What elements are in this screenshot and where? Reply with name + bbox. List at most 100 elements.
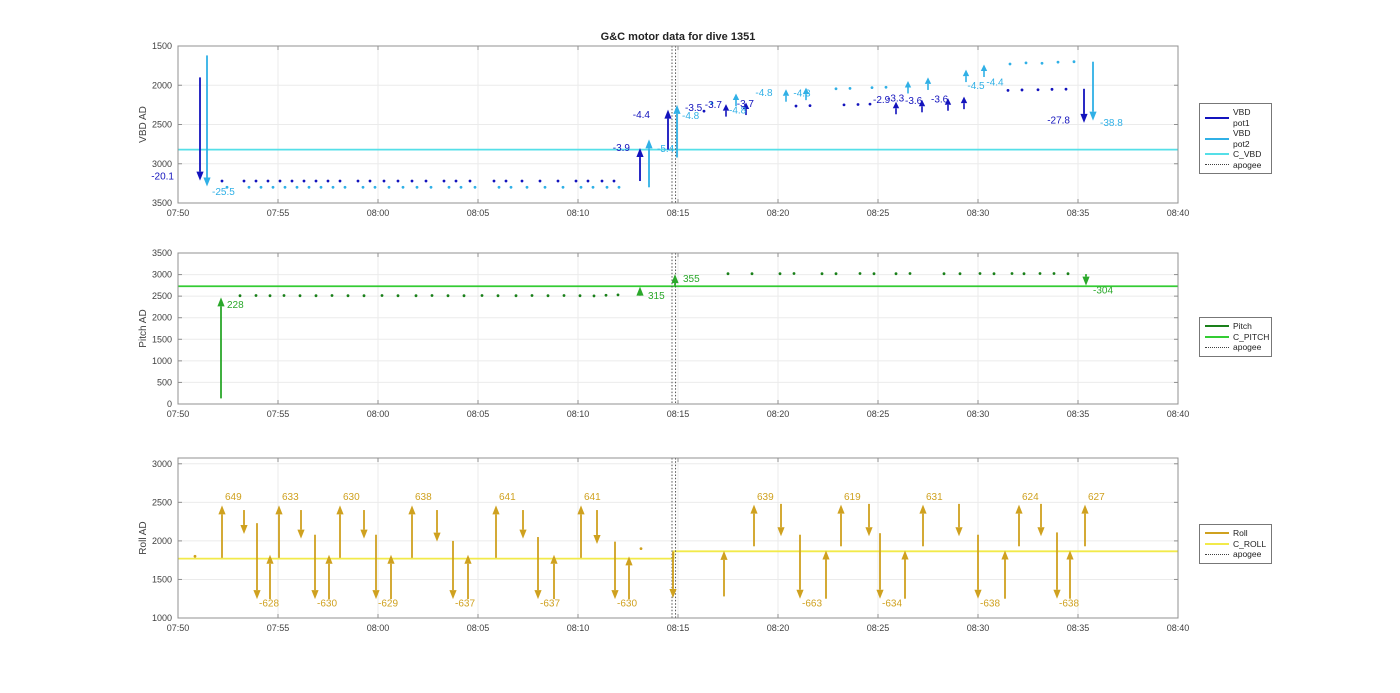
svg-text:08:35: 08:35 xyxy=(1067,409,1090,419)
figure-title: G&C motor data for dive 1351 xyxy=(600,31,756,43)
legend-label: VBD pot2 xyxy=(1233,128,1251,149)
series-pitch-pre-apogee xyxy=(238,293,620,298)
annotations: 228 315 355 -304 xyxy=(227,274,1113,311)
legend-label: C_ROLL xyxy=(1233,538,1267,549)
series-vbd-pot2-post-apogee-dots xyxy=(710,60,1076,105)
legend-item-c_pitch: C_PITCH xyxy=(1205,331,1270,343)
legend-line-sample xyxy=(1205,325,1229,328)
svg-text:-2.9: -2.9 xyxy=(873,95,891,106)
svg-text:-4.8: -4.8 xyxy=(755,88,773,99)
svg-text:07:50: 07:50 xyxy=(167,208,190,218)
motor-move-arrows xyxy=(196,55,1097,188)
tick-marks xyxy=(177,45,1179,204)
svg-text:08:10: 08:10 xyxy=(567,409,590,419)
series-vbd-pot1-post-apogee-moves xyxy=(722,96,968,117)
svg-text:08:35: 08:35 xyxy=(1067,623,1090,633)
svg-text:624: 624 xyxy=(1022,492,1039,503)
svg-text:08:25: 08:25 xyxy=(867,409,890,419)
legend-label: C_PITCH xyxy=(1233,331,1270,342)
legend-line-sample xyxy=(1205,116,1229,119)
svg-text:-3.7: -3.7 xyxy=(705,100,723,111)
svg-text:2000: 2000 xyxy=(152,80,172,90)
svg-text:2000: 2000 xyxy=(152,536,172,546)
svg-text:2500: 2500 xyxy=(152,291,172,301)
svg-text:3500: 3500 xyxy=(152,198,172,208)
legend-label: C_VBD xyxy=(1233,149,1262,159)
svg-text:08:20: 08:20 xyxy=(767,208,790,218)
series-vbd-pot1-pre-apogee xyxy=(220,179,616,183)
svg-text:07:55: 07:55 xyxy=(267,623,290,633)
svg-text:0: 0 xyxy=(167,399,172,409)
svg-text:-27.8: -27.8 xyxy=(1047,116,1070,127)
svg-text:-637: -637 xyxy=(540,598,560,609)
svg-text:08:40: 08:40 xyxy=(1167,208,1190,218)
svg-text:-4.4: -4.4 xyxy=(986,78,1004,89)
tick-labels: 07:50 07:55 08:00 08:05 08:10 08:15 08:20 08:25… xyxy=(152,459,1189,633)
series-vbd-pot1-post-apogee-dots xyxy=(702,87,1068,113)
annotations: 649 -628 633 -630 630 -629 638 -637 641 -637 641 -6… xyxy=(225,492,1105,609)
svg-text:-4.4: -4.4 xyxy=(633,110,651,121)
y-axis-label-pitch: Pitch AD xyxy=(138,309,149,347)
svg-text:08:20: 08:20 xyxy=(767,409,790,419)
svg-text:639: 639 xyxy=(757,492,774,503)
svg-text:641: 641 xyxy=(584,492,601,503)
legend-item-vbd-pot2: VBD pot2 xyxy=(1205,128,1267,149)
svg-text:-3.5: -3.5 xyxy=(685,103,703,114)
svg-text:08:15: 08:15 xyxy=(667,208,690,218)
svg-text:2500: 2500 xyxy=(152,120,172,130)
legend-line-sample xyxy=(1205,542,1229,545)
legend-item-apogee: apogee xyxy=(1205,160,1267,171)
motor-move-arrows xyxy=(217,274,1090,399)
tick-marks xyxy=(177,458,1179,619)
svg-text:08:30: 08:30 xyxy=(967,409,990,419)
svg-text:07:50: 07:50 xyxy=(167,409,190,419)
legend-label: Pitch xyxy=(1233,321,1252,331)
series-vbd-pot2-pre-apogee xyxy=(225,185,621,189)
svg-text:-638: -638 xyxy=(1059,598,1079,609)
legend-item-roll: Roll xyxy=(1205,528,1267,539)
series-roll-dots xyxy=(193,547,643,558)
svg-text:-629: -629 xyxy=(378,598,398,609)
svg-text:08:10: 08:10 xyxy=(567,623,590,633)
svg-text:3500: 3500 xyxy=(152,248,172,258)
svg-text:08:05: 08:05 xyxy=(467,409,490,419)
legend-item-apogee: apogee xyxy=(1205,549,1267,560)
svg-text:1000: 1000 xyxy=(152,356,172,366)
svg-text:355: 355 xyxy=(683,274,700,285)
svg-text:08:05: 08:05 xyxy=(467,623,490,633)
svg-text:-3.6: -3.6 xyxy=(931,95,949,106)
pitch-legend: Pitch C_PITCH apogee xyxy=(1199,317,1272,357)
gridlines xyxy=(178,458,1178,618)
svg-text:2000: 2000 xyxy=(152,313,172,323)
legend-item-c_roll: C_ROLL xyxy=(1205,539,1267,550)
svg-text:3000: 3000 xyxy=(152,270,172,280)
tick-marks xyxy=(177,252,1179,405)
svg-text:-3.7: -3.7 xyxy=(737,99,755,110)
svg-text:-634: -634 xyxy=(882,598,902,609)
y-axis-label-vbd: VBD AD xyxy=(138,106,149,143)
svg-text:08:00: 08:00 xyxy=(367,208,390,218)
svg-text:2500: 2500 xyxy=(152,497,172,507)
vbd-legend: VBD pot1 VBD pot2 C_VBD apogee xyxy=(1199,103,1272,174)
svg-text:500: 500 xyxy=(157,377,172,387)
svg-text:-3.3: -3.3 xyxy=(887,93,905,104)
svg-text:-4.8: -4.8 xyxy=(729,106,747,117)
svg-text:631: 631 xyxy=(926,492,943,503)
legend-line-sample xyxy=(1205,532,1229,535)
svg-text:08:35: 08:35 xyxy=(1067,208,1090,218)
svg-text:08:25: 08:25 xyxy=(867,208,890,218)
svg-text:08:25: 08:25 xyxy=(867,623,890,633)
svg-text:627: 627 xyxy=(1088,492,1105,503)
legend-item-c_vbd: C_VBD xyxy=(1205,149,1267,160)
svg-text:315: 315 xyxy=(648,291,665,302)
svg-text:-630: -630 xyxy=(317,598,337,609)
legend-label: apogee xyxy=(1233,159,1262,170)
svg-text:08:00: 08:00 xyxy=(367,409,390,419)
svg-text:-663: -663 xyxy=(802,598,822,609)
svg-text:-25.5: -25.5 xyxy=(212,187,235,198)
svg-text:08:15: 08:15 xyxy=(667,409,690,419)
svg-text:-4.5: -4.5 xyxy=(967,81,985,92)
motor-move-arrows xyxy=(218,503,1089,600)
